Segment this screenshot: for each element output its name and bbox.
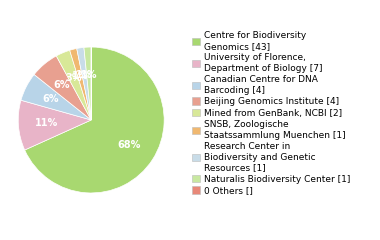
Wedge shape [18,100,91,150]
Wedge shape [25,47,164,193]
Wedge shape [56,50,91,120]
Wedge shape [77,48,91,120]
Text: 1%: 1% [81,70,97,80]
Text: 68%: 68% [117,139,141,150]
Legend: Centre for Biodiversity
Genomics [43], University of Florence,
Department of Bio: Centre for Biodiversity Genomics [43], U… [190,30,352,197]
Text: 1%: 1% [72,71,88,81]
Text: 3%: 3% [65,73,82,83]
Wedge shape [84,47,91,120]
Wedge shape [34,56,91,120]
Wedge shape [21,74,91,120]
Text: 6%: 6% [54,80,70,90]
Wedge shape [70,48,91,120]
Text: 6%: 6% [43,94,59,104]
Text: 11%: 11% [35,118,58,128]
Text: 1%: 1% [76,70,93,80]
